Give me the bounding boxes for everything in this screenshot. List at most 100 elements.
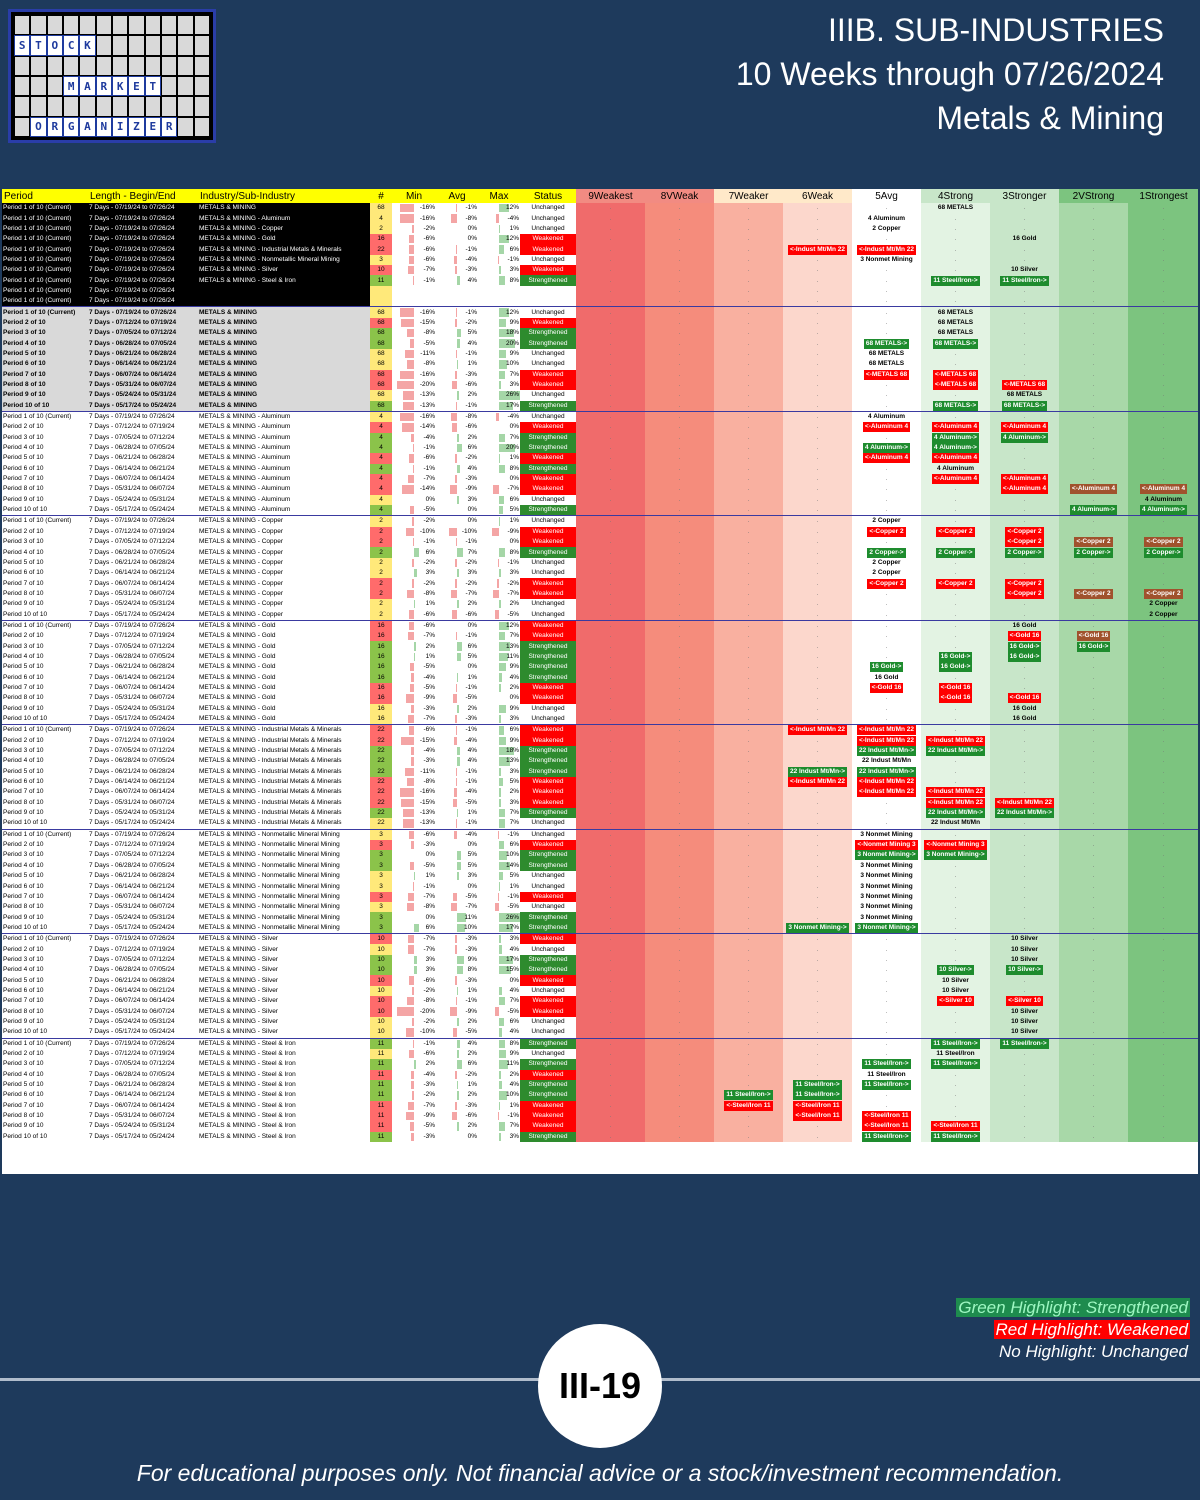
avg-cell: -2% — [436, 1070, 478, 1080]
data-bar — [499, 704, 507, 713]
industry-cell: METALS & MINING - Steel & Iron — [199, 1050, 296, 1058]
level-cell: . — [921, 568, 990, 579]
value-text: 1% — [425, 872, 435, 880]
level-cell: . — [645, 933, 714, 945]
max-cell: 18% — [478, 328, 520, 338]
level-cell: . — [852, 609, 921, 621]
level-cell: . — [783, 410, 852, 423]
level-cell: . — [783, 682, 852, 694]
level-cell: . — [714, 1121, 783, 1132]
table-row: Period 1 of 10 (Current) 7 Days - 07/19/2… — [2, 223, 1198, 235]
status-cell: Unchanged — [531, 986, 565, 994]
level-cell: . — [1059, 244, 1128, 255]
level-cell: 68 METALS — [921, 317, 990, 329]
level-cell: . — [783, 933, 852, 945]
length-cell: 7 Days - 07/19/24 to 07/26/24 — [88, 296, 198, 307]
level-cell: . — [1128, 724, 1198, 736]
level-cell: . — [1059, 807, 1128, 819]
level-cell: 2 Copper-> — [852, 547, 921, 558]
level-cell: <-METALS 68 — [990, 379, 1059, 391]
data-bar — [457, 808, 458, 818]
level-cell: . — [1128, 379, 1198, 391]
min-cell: -5% — [392, 1121, 436, 1131]
avg-cell: -6% — [436, 380, 478, 390]
level-cell: . — [576, 1079, 645, 1091]
level-cell: . — [645, 494, 714, 505]
level-cell: . — [645, 839, 714, 851]
level-cell: . — [783, 871, 852, 882]
data-bar — [498, 558, 499, 568]
level-marker: 10 Silver-> — [937, 965, 974, 976]
level-cell: . — [645, 254, 714, 266]
logo-tile — [31, 56, 46, 75]
min-cell: -7% — [392, 944, 436, 954]
level-cell: . — [852, 933, 921, 945]
level-cell: . — [1128, 693, 1198, 704]
level-cell: . — [921, 828, 990, 840]
level-cell: <-Indust Mt/Mn 22 — [783, 244, 852, 255]
industry-cell: METALS & MINING — [198, 379, 370, 391]
level-cell: . — [990, 1069, 1059, 1080]
length-cell: 7 Days - 05/17/24 to 05/24/24 — [89, 1132, 175, 1140]
count-cell: 10 — [370, 985, 392, 997]
min-cell: 1% — [392, 871, 436, 881]
logo-tile — [145, 16, 160, 35]
table-row: Period 10 of 10 7 Days - 05/17/24 to 05/2… — [2, 713, 1198, 725]
value-text: -3% — [423, 841, 435, 849]
data-bar — [411, 840, 414, 850]
level-cell: . — [1059, 871, 1128, 882]
data-bar — [407, 589, 414, 599]
value-text: -3% — [423, 1132, 435, 1140]
level-marker: 16 Gold — [874, 673, 899, 681]
level-cell: . — [576, 379, 645, 391]
max-cell: 7% — [478, 370, 520, 380]
table-row: Period 2 of 10 7 Days - 07/12/24 to 07/19… — [2, 317, 1198, 329]
level-cell: . — [645, 996, 714, 1007]
level-cell: . — [990, 1090, 1059, 1101]
value-text: 8% — [509, 1039, 519, 1047]
length-cell: 7 Days - 07/19/24 to 07/26/24 — [88, 724, 198, 736]
max-cell: 20% — [478, 443, 520, 453]
count-cell: 2 — [370, 599, 392, 610]
level-cell: . — [783, 902, 852, 913]
level-cell: 22 Indust Mt/Mn-> — [852, 745, 921, 757]
value-text: 0% — [467, 224, 477, 232]
data-bar — [454, 266, 457, 275]
logo-tile — [96, 56, 111, 75]
industry-cell: METALS & MINING - Aluminum — [199, 444, 291, 452]
data-bar — [400, 204, 414, 213]
level-cell: . — [576, 965, 645, 976]
value-text: -6% — [465, 1112, 477, 1120]
level-cell: . — [576, 850, 645, 861]
table-row: Period 3 of 10 7 Days - 07/05/24 to 07/12… — [2, 537, 1198, 548]
value-text: -5% — [423, 663, 435, 671]
level-cell: 3 Nonmet Mining-> — [852, 850, 921, 861]
industry-cell: METALS & MINING — [198, 400, 370, 412]
length-cell: 7 Days - 07/19/24 to 07/26/24 — [88, 306, 198, 318]
level-cell: . — [1128, 912, 1198, 923]
data-bar — [413, 443, 414, 453]
level-cell: . — [990, 985, 1059, 997]
level-cell: . — [714, 693, 783, 704]
level-marker: <-Indust Mt/Mn 22 — [787, 725, 848, 736]
industry-cell: METALS & MINING - Gold — [199, 673, 276, 681]
min-cell: 2% — [392, 1059, 436, 1069]
max-cell: 5% — [478, 871, 520, 881]
level-cell: 3 Nonmet Mining — [852, 254, 921, 266]
data-bar — [499, 464, 506, 473]
value-text: 1% — [509, 224, 519, 232]
level-cell: . — [990, 891, 1059, 903]
min-cell: -2% — [392, 558, 436, 568]
max-cell: 9% — [478, 1049, 520, 1059]
logo-tile — [112, 56, 128, 75]
level-cell: . — [990, 1079, 1059, 1091]
value-text: -1% — [465, 632, 477, 640]
logo-tile — [161, 97, 177, 116]
level-cell: . — [714, 797, 783, 808]
industry-cell: METALS & MINING - Industrial Metals & Mi… — [199, 767, 342, 775]
length-cell: 7 Days - 06/07/24 to 06/14/24 — [89, 892, 175, 900]
logo-tile — [161, 36, 177, 55]
data-bar — [499, 1091, 508, 1100]
level-cell: . — [783, 588, 852, 600]
data-bar — [499, 663, 507, 672]
